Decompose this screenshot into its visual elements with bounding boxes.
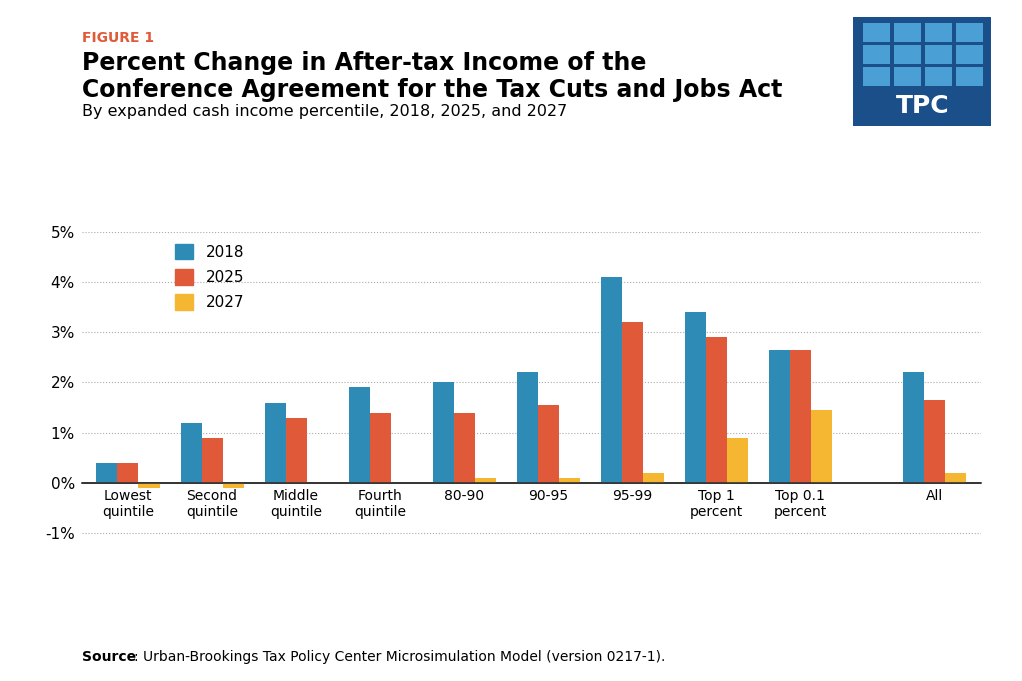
Bar xyxy=(894,67,921,86)
Text: Percent Change in After-tax Income of the: Percent Change in After-tax Income of th… xyxy=(82,51,646,75)
Text: : Urban-Brookings Tax Policy Center Microsimulation Model (version 0217-1).: : Urban-Brookings Tax Policy Center Micr… xyxy=(134,650,665,664)
Text: By expanded cash income percentile, 2018, 2025, and 2027: By expanded cash income percentile, 2018… xyxy=(82,104,567,118)
Bar xyxy=(538,405,559,483)
Bar xyxy=(349,387,370,483)
Bar xyxy=(517,373,538,483)
Bar xyxy=(863,67,890,86)
Bar xyxy=(790,350,810,483)
Bar xyxy=(265,402,285,483)
Bar xyxy=(894,23,921,42)
Bar xyxy=(118,463,139,483)
Text: Source: Source xyxy=(82,650,136,664)
Bar xyxy=(181,423,201,483)
Text: TPC: TPC xyxy=(895,95,949,118)
Bar xyxy=(201,438,223,483)
Bar xyxy=(96,463,118,483)
Bar xyxy=(139,483,159,488)
Bar xyxy=(432,383,454,483)
Bar xyxy=(727,438,748,483)
Bar xyxy=(924,400,945,483)
Bar xyxy=(621,322,643,483)
Bar xyxy=(925,45,953,64)
Bar xyxy=(370,413,390,483)
Bar xyxy=(863,45,890,64)
Bar xyxy=(769,350,790,483)
Bar xyxy=(945,473,967,483)
Bar xyxy=(601,276,621,483)
Bar xyxy=(685,312,706,483)
Bar xyxy=(559,478,579,483)
Text: FIGURE 1: FIGURE 1 xyxy=(82,31,154,45)
Bar xyxy=(810,410,832,483)
Legend: 2018, 2025, 2027: 2018, 2025, 2027 xyxy=(171,239,248,315)
Text: Conference Agreement for the Tax Cuts and Jobs Act: Conference Agreement for the Tax Cuts an… xyxy=(82,78,782,102)
Bar xyxy=(894,45,921,64)
Bar xyxy=(925,67,953,86)
Bar xyxy=(285,417,307,483)
Bar xyxy=(223,483,243,488)
Bar xyxy=(957,23,983,42)
Bar xyxy=(643,473,664,483)
Bar xyxy=(474,478,496,483)
Bar xyxy=(706,337,727,483)
Bar xyxy=(863,23,890,42)
Bar xyxy=(903,373,924,483)
Bar xyxy=(925,23,953,42)
Bar xyxy=(454,413,474,483)
Bar xyxy=(957,45,983,64)
Bar xyxy=(957,67,983,86)
